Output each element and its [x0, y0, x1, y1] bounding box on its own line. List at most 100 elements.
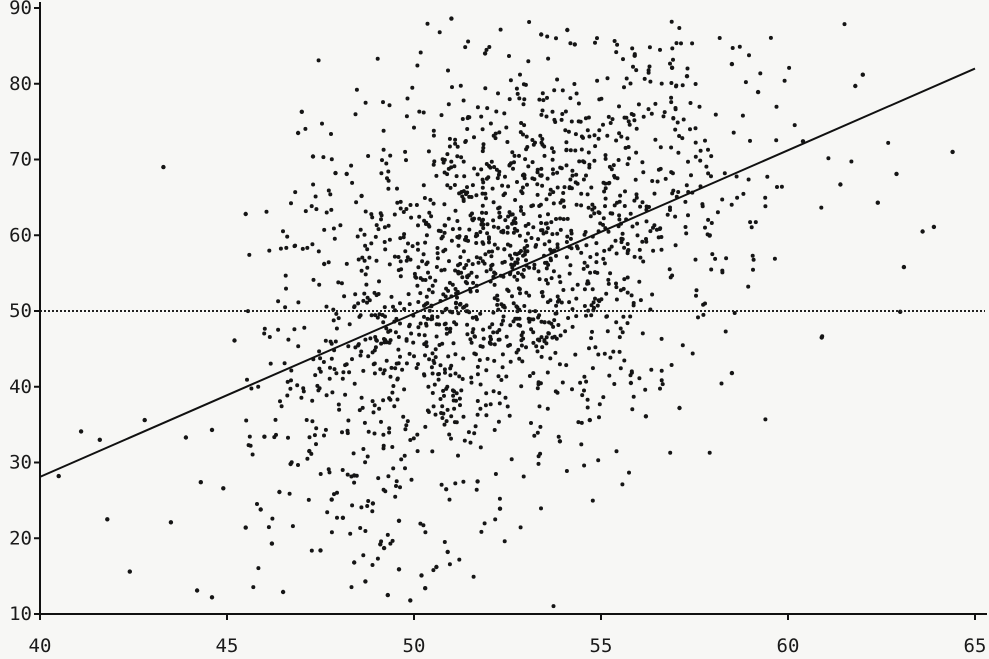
data-point	[431, 358, 436, 363]
data-point	[585, 264, 590, 269]
data-point	[515, 316, 520, 321]
data-point	[503, 218, 508, 223]
data-point	[461, 249, 466, 254]
data-point	[439, 113, 444, 118]
data-point	[635, 221, 640, 226]
data-point	[500, 365, 505, 370]
data-point	[256, 566, 261, 571]
data-point	[499, 322, 504, 327]
data-point	[638, 255, 643, 260]
data-point	[332, 367, 337, 372]
data-point	[564, 240, 569, 244]
data-point	[370, 501, 376, 506]
data-point	[424, 233, 429, 238]
data-point	[457, 226, 462, 231]
data-point	[615, 42, 620, 47]
data-point	[374, 223, 379, 228]
data-point	[491, 200, 496, 205]
data-point	[484, 391, 489, 396]
data-point	[531, 317, 536, 322]
data-point	[422, 196, 427, 200]
data-point	[522, 246, 527, 251]
data-point	[481, 241, 486, 246]
y-tick-label: 30	[9, 452, 32, 474]
data-point	[819, 205, 824, 210]
data-point	[680, 343, 685, 348]
data-point	[359, 349, 364, 354]
data-point	[469, 270, 474, 275]
data-point	[622, 245, 627, 250]
data-point	[441, 292, 446, 297]
data-point	[315, 383, 320, 388]
data-point	[510, 221, 515, 226]
data-point	[454, 391, 459, 396]
data-point	[746, 284, 751, 289]
data-point	[683, 225, 688, 229]
data-point	[526, 59, 531, 64]
data-point	[475, 372, 480, 377]
data-point	[625, 275, 630, 280]
data-point	[505, 242, 510, 247]
data-point	[423, 586, 428, 591]
data-point	[584, 379, 589, 384]
data-point	[194, 588, 200, 593]
data-point	[341, 370, 346, 375]
data-point	[352, 304, 357, 309]
data-point	[285, 234, 290, 239]
data-point	[392, 254, 397, 259]
data-point	[690, 41, 695, 46]
data-point	[377, 312, 382, 317]
data-point	[462, 266, 467, 270]
data-point	[519, 272, 524, 277]
data-point	[524, 290, 529, 295]
data-point	[427, 287, 431, 292]
data-point	[572, 82, 577, 86]
data-point	[450, 227, 455, 232]
data-point	[429, 365, 434, 370]
data-point	[480, 149, 485, 154]
data-point	[280, 589, 286, 595]
data-point	[539, 112, 544, 117]
data-point	[860, 72, 865, 77]
data-point	[703, 225, 707, 230]
data-point	[480, 259, 485, 264]
data-point	[755, 89, 761, 95]
data-point	[722, 171, 727, 176]
data-point	[592, 211, 597, 216]
data-point	[536, 237, 541, 242]
data-point	[632, 254, 637, 259]
data-point	[299, 395, 304, 400]
data-point	[668, 61, 672, 66]
data-point	[320, 121, 324, 126]
data-point	[400, 367, 405, 372]
data-point	[489, 337, 493, 342]
data-point	[489, 159, 494, 164]
data-point	[301, 389, 306, 394]
data-point	[438, 363, 443, 368]
data-point	[495, 176, 500, 181]
data-point	[443, 247, 448, 252]
data-point	[646, 107, 651, 112]
data-point	[635, 233, 640, 238]
data-point	[417, 109, 422, 114]
data-point	[538, 133, 543, 138]
data-point	[448, 329, 452, 334]
data-point	[532, 433, 537, 438]
data-point	[303, 126, 308, 131]
data-point	[545, 406, 550, 411]
data-point	[466, 39, 471, 44]
data-point	[653, 137, 658, 142]
data-point	[529, 236, 534, 240]
data-point	[394, 479, 399, 484]
data-point	[521, 132, 525, 137]
data-point	[472, 334, 477, 339]
data-point	[477, 216, 482, 221]
data-point	[472, 431, 477, 436]
data-point	[485, 106, 490, 111]
data-point	[481, 142, 486, 147]
data-point	[513, 220, 518, 225]
data-point	[480, 203, 485, 208]
data-point	[356, 257, 361, 262]
data-point	[357, 408, 362, 413]
data-point	[574, 202, 579, 207]
